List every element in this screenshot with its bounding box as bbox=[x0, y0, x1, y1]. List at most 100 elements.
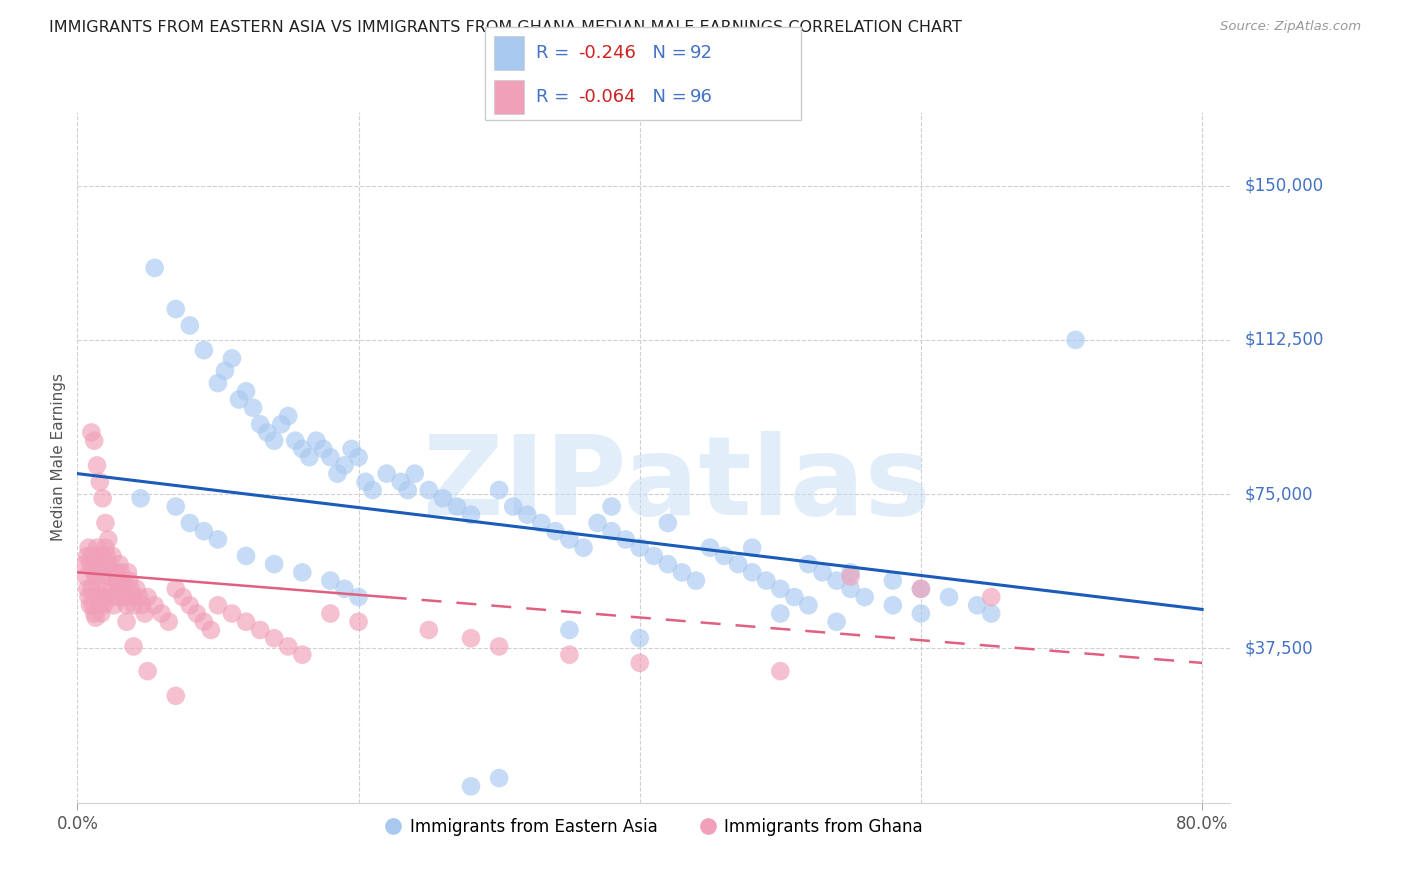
Text: Source: ZipAtlas.com: Source: ZipAtlas.com bbox=[1220, 20, 1361, 33]
Point bbox=[319, 574, 342, 588]
Point bbox=[305, 434, 328, 448]
Point bbox=[97, 557, 120, 571]
Point bbox=[207, 599, 229, 613]
Point bbox=[193, 343, 215, 358]
Point bbox=[165, 582, 187, 596]
Point bbox=[797, 557, 820, 571]
Point bbox=[242, 401, 264, 415]
Point bbox=[797, 599, 820, 613]
Point bbox=[143, 599, 166, 613]
Point bbox=[136, 664, 159, 678]
Y-axis label: Median Male Earnings: Median Male Earnings bbox=[51, 373, 66, 541]
Point bbox=[221, 351, 243, 366]
Point bbox=[77, 590, 100, 604]
Point bbox=[165, 301, 187, 316]
Point bbox=[82, 599, 104, 613]
Point bbox=[221, 607, 243, 621]
Point bbox=[179, 516, 201, 530]
Point bbox=[600, 524, 623, 539]
Point bbox=[86, 582, 108, 596]
Text: 96: 96 bbox=[690, 88, 713, 106]
Point bbox=[333, 582, 356, 596]
Point bbox=[94, 582, 117, 596]
Point bbox=[755, 574, 778, 588]
Point bbox=[77, 541, 100, 555]
Point bbox=[671, 566, 693, 580]
Point bbox=[83, 434, 105, 448]
Point bbox=[502, 500, 524, 514]
Point bbox=[80, 549, 103, 563]
Point bbox=[249, 417, 271, 432]
Point bbox=[110, 566, 132, 580]
Point bbox=[298, 450, 321, 464]
Point bbox=[136, 590, 159, 604]
Point bbox=[91, 491, 114, 506]
Point bbox=[980, 590, 1002, 604]
Point bbox=[122, 599, 145, 613]
Point bbox=[600, 500, 623, 514]
Point bbox=[333, 458, 356, 473]
Point bbox=[193, 524, 215, 539]
Point bbox=[86, 541, 108, 555]
Point bbox=[89, 599, 111, 613]
Point bbox=[319, 607, 342, 621]
Text: 92: 92 bbox=[690, 44, 713, 62]
Point bbox=[839, 582, 862, 596]
Point bbox=[488, 771, 510, 785]
Point bbox=[727, 557, 749, 571]
Point bbox=[375, 467, 398, 481]
Point bbox=[90, 566, 112, 580]
Point bbox=[80, 425, 103, 440]
Point bbox=[107, 582, 129, 596]
Point bbox=[460, 508, 482, 522]
Point bbox=[117, 566, 139, 580]
Point bbox=[79, 557, 101, 571]
Text: -0.064: -0.064 bbox=[578, 88, 636, 106]
Point bbox=[713, 549, 735, 563]
Point bbox=[291, 566, 314, 580]
Point bbox=[966, 599, 988, 613]
Point bbox=[277, 409, 299, 423]
Point bbox=[839, 569, 862, 583]
Point bbox=[544, 524, 567, 539]
Point bbox=[938, 590, 960, 604]
Point bbox=[101, 590, 124, 604]
Point bbox=[769, 607, 792, 621]
Legend: Immigrants from Eastern Asia, Immigrants from Ghana: Immigrants from Eastern Asia, Immigrants… bbox=[378, 812, 929, 843]
Point bbox=[558, 533, 581, 547]
Point bbox=[347, 450, 370, 464]
Point bbox=[114, 590, 136, 604]
Point bbox=[228, 392, 250, 407]
Point bbox=[882, 574, 904, 588]
Point bbox=[104, 566, 127, 580]
Point bbox=[103, 599, 125, 613]
Point bbox=[460, 780, 482, 794]
Point bbox=[86, 458, 108, 473]
Point bbox=[530, 516, 553, 530]
Point bbox=[165, 500, 187, 514]
Point bbox=[326, 467, 349, 481]
Point bbox=[488, 640, 510, 654]
Point bbox=[165, 689, 187, 703]
Point bbox=[105, 574, 128, 588]
Point bbox=[340, 442, 363, 456]
Point bbox=[270, 417, 292, 432]
Point bbox=[87, 590, 110, 604]
Point bbox=[312, 442, 335, 456]
Point bbox=[200, 623, 222, 637]
Point bbox=[488, 483, 510, 497]
Point bbox=[143, 260, 166, 275]
Point bbox=[108, 590, 131, 604]
Point bbox=[76, 582, 98, 596]
Point bbox=[89, 557, 111, 571]
Point bbox=[446, 500, 468, 514]
Text: ZIPatlas: ZIPatlas bbox=[423, 432, 931, 538]
Point bbox=[94, 541, 117, 555]
Point bbox=[122, 640, 145, 654]
Point bbox=[741, 541, 763, 555]
Point bbox=[75, 569, 97, 583]
Point bbox=[111, 574, 134, 588]
Point bbox=[120, 582, 142, 596]
Point bbox=[418, 623, 440, 637]
Point bbox=[910, 582, 932, 596]
